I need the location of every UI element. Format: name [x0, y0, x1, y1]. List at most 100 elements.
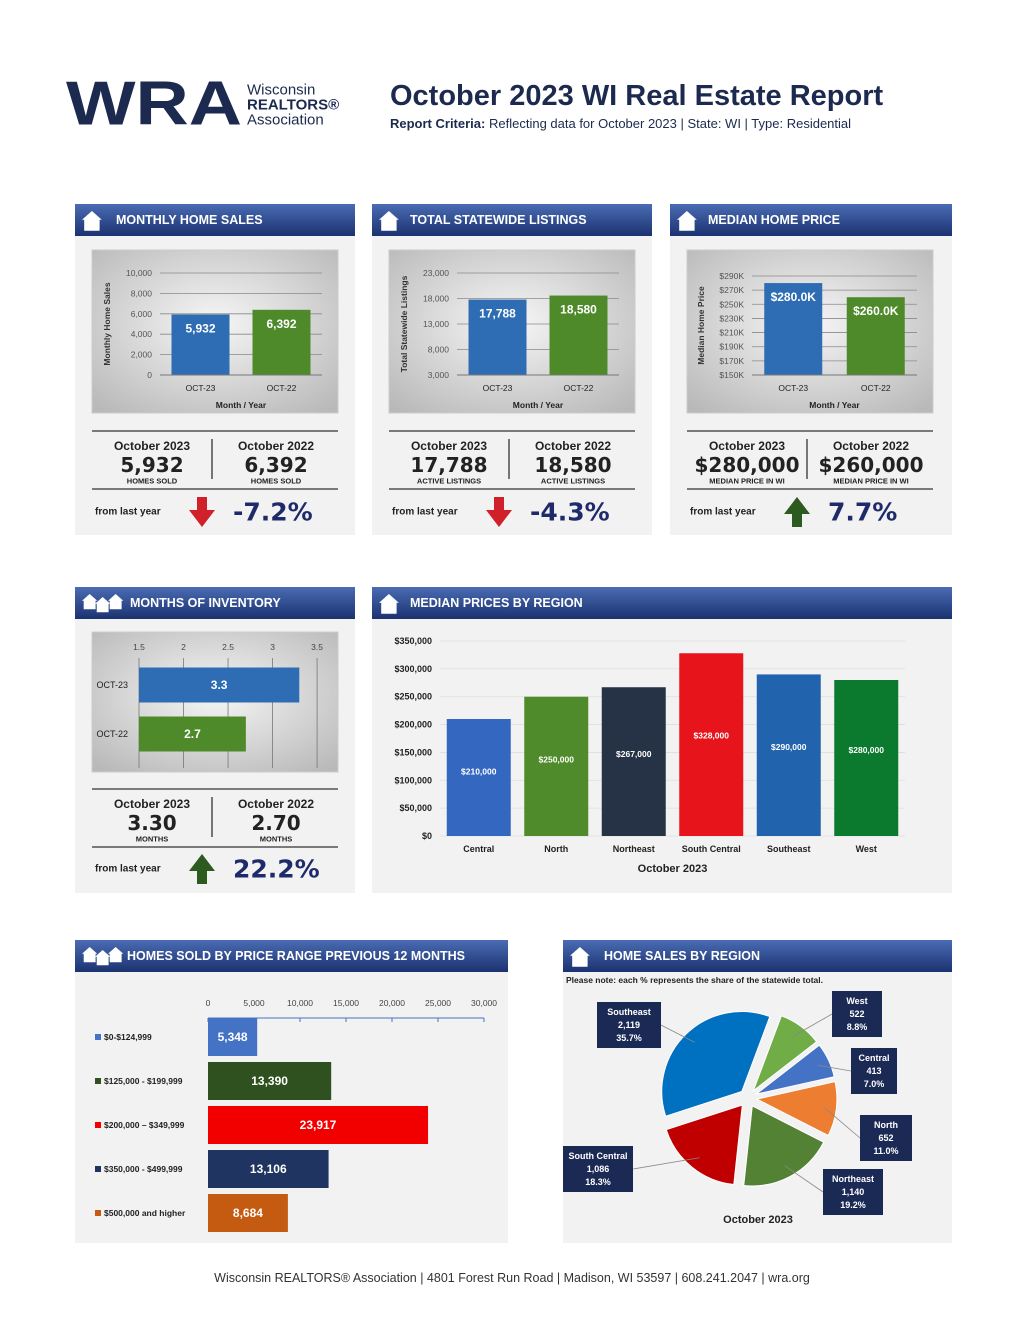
change-value: -4.3%: [530, 498, 610, 527]
y-tick-label: $250K: [719, 299, 744, 309]
value-label: 13,106: [250, 1162, 287, 1176]
slice-label: 11.0%: [873, 1146, 898, 1156]
change-arrow: [189, 497, 215, 527]
x-axis-label: October 2023: [723, 1214, 793, 1226]
legend-swatch: [95, 1166, 101, 1172]
pie-slice: [743, 1105, 825, 1187]
panel-header: [75, 204, 355, 236]
y-tick-label: $270K: [719, 285, 744, 295]
y-tick-label: 13,000: [423, 319, 449, 329]
slice-label: 18.3%: [585, 1177, 611, 1187]
stat-value: 3.30: [127, 811, 176, 835]
y-tick-label: $150K: [719, 370, 744, 380]
stat-period: October 2023: [114, 439, 190, 453]
slice-label: 522: [849, 1009, 864, 1019]
leader-line: [824, 1107, 861, 1139]
category-label: OCT-23: [96, 680, 128, 690]
category-label: OCT-22: [96, 729, 128, 739]
value-label: 18,580: [560, 303, 597, 317]
header-icon: [95, 950, 111, 966]
y-tick-label: 23,000: [423, 268, 449, 278]
category-label: $125,000 - $199,999: [104, 1076, 183, 1086]
panel-header: [563, 940, 952, 972]
y-axis-label: Median Home Price: [696, 286, 706, 365]
panel-header: [372, 204, 652, 236]
slice-label: 7.0%: [864, 1079, 885, 1089]
bar: [252, 309, 311, 375]
value-label: 5,932: [185, 321, 215, 335]
label-box: [851, 1048, 897, 1094]
category-label: $200,000 – $349,999: [104, 1120, 185, 1130]
bar: [468, 299, 527, 375]
x-axis-label: October 2023: [638, 863, 708, 875]
slice-label: 413: [866, 1066, 881, 1076]
x-tick-label: OCT-22: [861, 383, 891, 393]
value-label: $210,000: [461, 767, 497, 777]
header-icon: [82, 947, 98, 963]
y-tick-label: 6,000: [131, 309, 153, 319]
panel-title: MONTHS OF INVENTORY: [130, 596, 281, 610]
y-tick-label: $250,000: [394, 692, 432, 702]
slice-label: Central: [858, 1053, 889, 1063]
stat-unit: ACTIVE LISTINGS: [417, 477, 481, 486]
leader-line: [817, 1064, 852, 1072]
panel-header: [75, 940, 508, 972]
panel-title: HOME SALES BY REGION: [604, 949, 760, 963]
change-label: from last year: [95, 864, 161, 875]
pie-slice: [755, 1081, 838, 1137]
value-label: 8,684: [233, 1206, 263, 1220]
bar: [208, 1062, 332, 1100]
y-axis-label: Monthly Home Sales: [102, 282, 112, 365]
value-label: 23,917: [300, 1118, 337, 1132]
category-label: $500,000 and higher: [104, 1208, 186, 1218]
x-tick-label: 2: [181, 642, 186, 652]
stat-period: October 2022: [238, 797, 314, 811]
x-tick-label: Central: [463, 844, 494, 854]
y-tick-label: 3,000: [428, 370, 450, 380]
label-box: [597, 1002, 661, 1048]
x-tick-label: 25,000: [425, 998, 451, 1008]
value-label: $250,000: [539, 754, 575, 764]
label-box: [563, 1146, 633, 1192]
report-title: October 2023 WI Real Estate Report: [390, 80, 883, 112]
value-label: $290,000: [771, 742, 807, 752]
pie-slice: [752, 1015, 818, 1093]
x-tick-label: 15,000: [333, 998, 359, 1008]
stat-value: 2.70: [251, 811, 300, 835]
header-icon: [95, 597, 111, 613]
stat-period: October 2023: [709, 439, 785, 453]
value-label: $260.0K: [853, 304, 899, 318]
stat-period: October 2023: [411, 439, 487, 453]
stat-unit: HOMES SOLD: [127, 477, 178, 486]
y-tick-label: 4,000: [131, 329, 153, 339]
bar: [208, 1150, 329, 1188]
y-tick-label: 2,000: [131, 350, 153, 360]
panel-header: [372, 587, 952, 619]
criteria-text: Reflecting data for October 2023 | State…: [489, 116, 851, 131]
x-tick-label: 5,000: [243, 998, 265, 1008]
y-tick-label: $100,000: [394, 775, 432, 785]
panel-header: [670, 204, 952, 236]
y-tick-label: $190K: [719, 342, 744, 352]
value-label: 3.3: [211, 678, 228, 692]
header-icon: [108, 594, 124, 610]
slice-label: 35.7%: [616, 1033, 642, 1043]
leader-line: [632, 1157, 700, 1170]
bar: [139, 667, 300, 703]
value-label: $280.0K: [771, 290, 817, 304]
slice-label: South Central: [568, 1151, 627, 1161]
y-tick-label: 0: [147, 370, 152, 380]
stat-unit: HOMES SOLD: [251, 477, 302, 486]
y-tick-label: $50,000: [399, 803, 432, 813]
x-tick-label: South Central: [682, 844, 741, 854]
footer: Wisconsin REALTORS® Association | 4801 F…: [214, 1271, 810, 1285]
bar: [601, 687, 666, 836]
label-box: [860, 1115, 912, 1161]
slice-label: 1,140: [842, 1187, 865, 1197]
header-icon: [108, 947, 124, 963]
bar: [208, 1106, 429, 1144]
value-label: $328,000: [694, 730, 730, 740]
stat-value: 5,932: [120, 453, 183, 477]
bar: [208, 1194, 288, 1232]
